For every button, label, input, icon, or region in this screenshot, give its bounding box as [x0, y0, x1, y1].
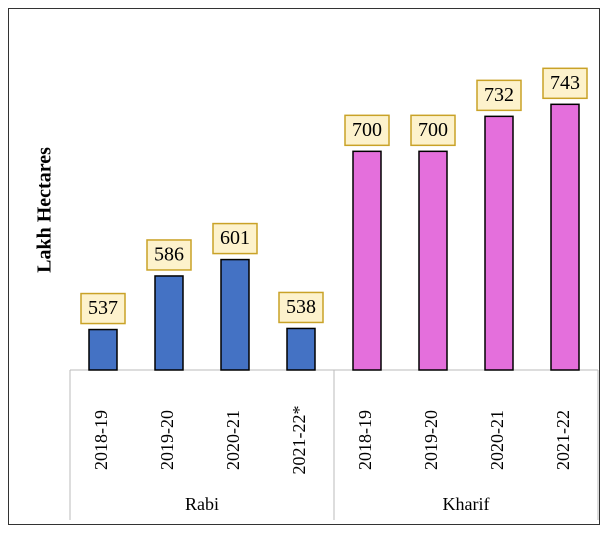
x-tick-label: 2019-20 — [421, 410, 441, 470]
bar — [484, 115, 514, 371]
x-tick-label: 2021-22 — [553, 410, 573, 470]
x-tick-label: 2020-21 — [487, 410, 507, 470]
data-label: 537 — [88, 297, 118, 319]
x-tick-label: 2018-19 — [91, 410, 111, 470]
data-label: 732 — [484, 84, 514, 106]
data-label-box — [278, 291, 324, 324]
group-label: Rabi — [185, 494, 219, 514]
chart-border — [8, 8, 600, 525]
data-label-box — [476, 79, 522, 112]
bar — [418, 150, 448, 371]
data-label-box — [542, 67, 588, 100]
bar — [286, 327, 316, 371]
bar — [550, 103, 580, 371]
x-tick-label: 2021-22* — [289, 406, 309, 475]
bar — [352, 150, 382, 371]
data-label: 743 — [550, 72, 580, 94]
bar — [154, 275, 184, 371]
data-label-box — [212, 222, 258, 255]
x-tick-label: 2018-19 — [355, 410, 375, 470]
data-label: 601 — [220, 227, 250, 249]
x-tick-label: 2020-21 — [223, 410, 243, 470]
group-label: Kharif — [443, 494, 490, 514]
bar — [88, 328, 118, 371]
data-label-box — [80, 292, 126, 325]
data-label-box — [146, 239, 192, 271]
data-label: 700 — [352, 119, 382, 141]
bar — [220, 258, 250, 371]
data-label: 538 — [286, 296, 316, 318]
data-label-box — [410, 114, 456, 147]
x-tick-label: 2019-20 — [157, 410, 177, 470]
data-label-box — [344, 114, 390, 147]
data-label: 700 — [418, 119, 448, 141]
y-axis-label: Lakh Hectares — [34, 147, 56, 273]
data-label: 586 — [154, 244, 184, 266]
